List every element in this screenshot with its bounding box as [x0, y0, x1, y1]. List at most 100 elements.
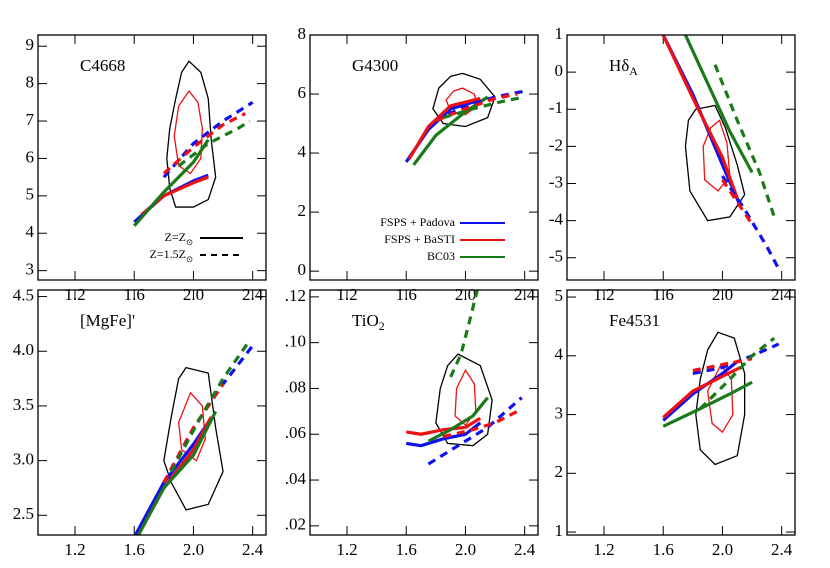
model-line: [162, 100, 254, 179]
panel-title-main: C4668: [80, 56, 125, 75]
contour: [432, 72, 496, 128]
legend-label: FSPS + Padova: [380, 215, 455, 229]
y-tick-label: 9: [26, 35, 35, 54]
model-line: [405, 416, 482, 436]
y-tick-label: 1: [555, 24, 564, 43]
x-tick-label: 1.6: [653, 540, 674, 559]
legend-label-main: Z=Z: [165, 230, 186, 244]
panel: 1.2 1.6 2.0 2.4 2.5 3.0 3.5 4.0 4.5 [MgFe]': [13, 285, 267, 559]
panel: 1.2 1.6 2.0 2.4 .02 .04 .06 .08 .10 .12 TiO2: [285, 286, 539, 559]
model-line: [699, 336, 776, 410]
contour: [173, 90, 203, 175]
y-tick-label: 6: [298, 83, 307, 102]
legend-label: FSPS + BaSTI: [384, 232, 455, 246]
y-tick-label: 0: [555, 61, 564, 80]
model-line: [177, 119, 251, 168]
panel-title-sub: A: [629, 64, 638, 78]
y-tick-label: 4.5: [13, 285, 34, 304]
x-tick-label: 1.2: [64, 540, 85, 559]
contour: [163, 366, 224, 511]
y-tick-label: -4: [549, 210, 564, 229]
y-tick-label: 4.0: [13, 340, 34, 359]
y-tick-label: -5: [549, 247, 563, 266]
panel-title-main: Fe4531: [609, 311, 660, 330]
panel-title: C4668: [80, 56, 125, 75]
x-tick-label: 2.4: [514, 540, 536, 559]
panel-title: HδA: [609, 56, 638, 78]
plot-area: [662, 331, 780, 466]
model-line: [407, 96, 481, 160]
model-line: [136, 410, 218, 535]
panel: 1.2 1.6 2.0 2.4 1 2 3 4 5 Fe4531: [555, 286, 796, 559]
panel-title: TiO2: [352, 311, 385, 333]
model-line: [405, 421, 482, 448]
x-tick-label: 2.0: [712, 540, 733, 559]
legend-label-sub: ⊙: [186, 255, 193, 264]
model-line: [662, 366, 741, 419]
y-tick-label: 2: [298, 201, 307, 220]
panel-title-main: [MgFe]': [80, 311, 135, 330]
y-tick-label: 8: [298, 24, 307, 43]
model-line: [449, 290, 479, 378]
model-line: [442, 95, 525, 120]
y-tick-label: 8: [26, 73, 35, 92]
panel-title: G4300: [352, 56, 398, 75]
panel-title-main: TiO: [352, 311, 379, 330]
model-line: [169, 339, 252, 473]
plot-area: [133, 339, 254, 535]
model-line: [713, 64, 776, 218]
y-tick-label: 2: [555, 462, 564, 481]
y-tick-label: 3: [555, 403, 564, 422]
legend-label-main: Z=1.5Z: [150, 247, 186, 261]
plot-area: [404, 72, 525, 166]
y-tick-label: 3.5: [13, 395, 34, 414]
model-line: [427, 396, 523, 466]
plot-area: [133, 60, 254, 227]
y-tick-label: 4: [555, 345, 564, 364]
y-tick-label: 3: [26, 260, 35, 279]
contour: [454, 368, 477, 427]
contour: [435, 353, 493, 447]
frame: [37, 289, 267, 536]
x-tick-label: 1.2: [336, 540, 357, 559]
y-tick-label: .12: [285, 286, 306, 305]
y-tick-label: 7: [26, 110, 35, 129]
y-tick-label: -3: [549, 172, 563, 191]
y-tick-label: -1: [549, 98, 563, 117]
y-tick-label: 5: [555, 286, 564, 305]
model-line: [442, 409, 519, 439]
frame: [309, 34, 539, 281]
y-tick-label: .02: [285, 515, 306, 534]
y-tick-label: .10: [285, 332, 306, 351]
plot-area: [405, 290, 523, 466]
panel-title-main: G4300: [352, 56, 398, 75]
legend-label-sub: ⊙: [186, 238, 193, 247]
y-tick-label: .08: [285, 377, 306, 396]
plot-area: [661, 35, 781, 270]
panel-title: Fe4531: [609, 311, 660, 330]
y-tick-label: 4: [298, 142, 307, 161]
frame: [309, 289, 539, 536]
y-tick-label: 4: [26, 222, 35, 241]
y-tick-label: 6: [26, 147, 35, 166]
y-tick-label: .06: [285, 423, 306, 442]
y-tick-label: .04: [285, 469, 307, 488]
model-line: [683, 35, 754, 174]
frame: [566, 289, 796, 536]
model-line: [427, 396, 489, 443]
model-line: [721, 175, 781, 270]
frame: [566, 34, 796, 281]
contour: [177, 391, 206, 462]
contour: [166, 60, 217, 208]
model-line: [692, 357, 753, 373]
panel-title-main: Hδ: [609, 56, 629, 75]
legend-label: Z=1.5Z⊙: [150, 247, 193, 264]
legend-label: BC03: [427, 249, 455, 263]
x-tick-label: 2.4: [242, 540, 264, 559]
model-line: [133, 138, 210, 227]
x-tick-label: 1.2: [593, 540, 614, 559]
